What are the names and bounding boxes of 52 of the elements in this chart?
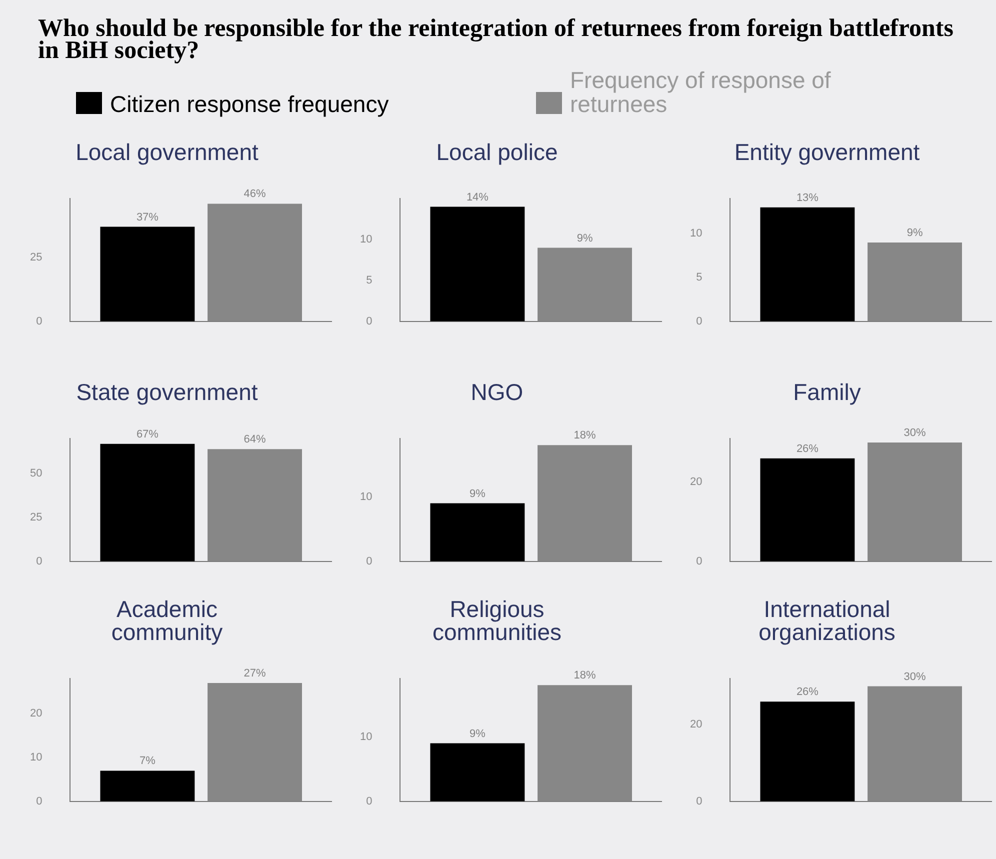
y-tick-label: 0 (36, 315, 42, 328)
y-tick-label: 0 (366, 315, 372, 328)
data-label: 13% (796, 192, 819, 204)
y-tick-label: 25 (30, 512, 42, 524)
data-label: 9% (470, 728, 486, 740)
data-label: 64% (244, 434, 266, 446)
chart-subtitle: Local government (74, 138, 260, 165)
y-tick-label: 0 (366, 555, 372, 568)
chart-subtitle: Family (792, 378, 862, 405)
data-label: 27% (244, 668, 266, 680)
text: Who should be responsible for the reintegration of returnees from foreign battlefronts in BiH society? (37, 14, 954, 64)
data-label: 9% (906, 226, 923, 239)
chart-subtitle: Academic community (110, 596, 224, 645)
data-label: 67% (136, 428, 159, 440)
data-label: 18% (574, 670, 596, 682)
chart-subtitle: NGO (470, 378, 524, 405)
y-tick-label: 20 (690, 718, 702, 731)
y-tick-label: 10 (360, 234, 372, 246)
data-label: 46% (244, 188, 266, 200)
data-label: 26% (796, 686, 819, 698)
data-label: 30% (904, 427, 926, 440)
chart-subtitle: Religious communities (431, 596, 563, 645)
chart-subtitle: State government (75, 378, 259, 405)
data-label: 9% (470, 488, 486, 500)
y-tick-label: 10 (360, 730, 372, 743)
data-label: 26% (796, 442, 819, 455)
data-label: 30% (904, 670, 926, 683)
y-tick-label: 25 (30, 251, 42, 264)
y-tick-label: 0 (36, 555, 42, 568)
data-label: 9% (576, 232, 593, 244)
data-label: 37% (136, 211, 159, 224)
chart-subtitle: Entity government (733, 138, 921, 165)
y-tick-label: 0 (36, 795, 42, 808)
y-tick-label: 10 (30, 752, 42, 764)
y-tick-label: 10 (690, 228, 702, 240)
legend-label: Frequency of response of returnees (570, 67, 832, 117)
y-tick-label: 0 (696, 795, 702, 808)
y-tick-label: 5 (696, 272, 702, 284)
data-label: 14% (466, 191, 489, 204)
data-label: 18% (574, 430, 596, 442)
y-tick-label: 0 (696, 555, 702, 568)
chart-subtitle: International organizations (758, 596, 896, 645)
y-tick-label: 20 (30, 708, 42, 720)
y-tick-label: 5 (366, 274, 372, 286)
y-tick-label: 0 (696, 315, 702, 328)
y-tick-label: 20 (690, 476, 702, 488)
legend-label: Citizen response frequency (110, 91, 390, 117)
y-tick-label: 10 (360, 490, 372, 503)
chart-subtitle: Local police (435, 138, 559, 165)
data-label: 7% (140, 755, 156, 768)
y-tick-label: 0 (366, 795, 372, 808)
y-tick-label: 50 (30, 468, 42, 480)
